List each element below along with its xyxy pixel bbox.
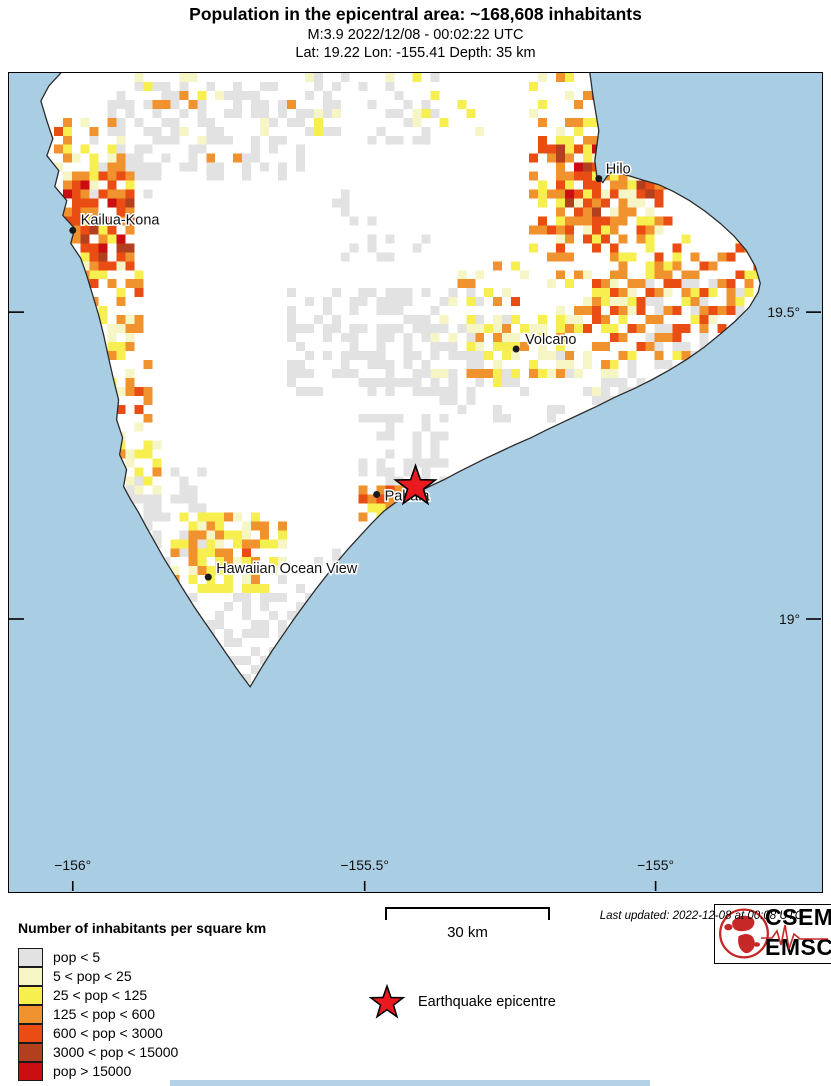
latitude-tick-label: 19°	[779, 611, 800, 627]
legend-row: 25 < pop < 125	[18, 985, 178, 1005]
population-legend: pop < 5 5 < pop < 25 25 < pop < 125 125 < p…	[18, 948, 178, 1081]
graticule: −156° −155.5° −155° 19.5° 19°	[9, 304, 821, 891]
legend-class-label: 125 < pop < 600	[53, 1006, 155, 1022]
legend-class-label: 3000 < pop < 15000	[53, 1044, 179, 1060]
page-title: Population in the epicentral area: ~168,…	[189, 4, 642, 24]
legend-swatch	[18, 1004, 43, 1024]
legend-row: pop < 5	[18, 948, 178, 967]
population-raster	[53, 73, 761, 683]
legend-row: 600 < pop < 3000	[18, 1023, 178, 1043]
scale-bar-label: 30 km	[447, 924, 488, 941]
legend-class-label: pop < 5	[53, 949, 101, 965]
longitude-tick-label: −156°	[54, 857, 91, 873]
city-label: Kailua-Kona	[81, 212, 161, 228]
map-figure: −156° −155.5° −155° 19.5° 19° Kailua-Kona Hilo…	[8, 72, 831, 964]
epicentre-legend: Earthquake epicentre	[368, 984, 556, 1020]
legend-class-label: pop > 15000	[53, 1063, 132, 1079]
legend-swatch	[18, 1061, 43, 1081]
city-dot	[69, 226, 77, 234]
coastline	[40, 73, 761, 688]
legend-row: 125 < pop < 600	[18, 1004, 178, 1024]
last-updated: Last updated: 2022-12-08 at 00:08 UTC	[599, 910, 803, 922]
city-label: Hilo	[606, 162, 631, 178]
header: Population in the epicentral area: ~168,…	[0, 4, 831, 62]
city-dot	[373, 490, 381, 498]
legend-swatch	[18, 948, 43, 967]
longitude-tick-label: −155.5°	[340, 857, 389, 873]
event-location-depth: Lat: 19.22 Lon: -155.41 Depth: 35 km	[295, 45, 536, 61]
cropped-footer-bar	[170, 1080, 650, 1086]
csem-emsc-logo: CSEM EMSC	[714, 904, 831, 964]
legend-swatch	[18, 1042, 43, 1062]
event-magnitude-time: M:3.9 2022/12/08 - 00:02:22 UTC	[307, 26, 524, 43]
legend-title: Number of inhabitants per square km	[18, 920, 267, 936]
logo-emsc-text: EMSC	[765, 934, 831, 960]
map-canvas: −156° −155.5° −155° 19.5° 19° Kailua-Kona Hilo…	[9, 73, 821, 891]
scale-bar	[385, 907, 550, 920]
globe-icon	[719, 908, 769, 959]
city-dot	[512, 345, 520, 353]
city-label: Hawaiian Ocean View	[216, 561, 358, 577]
legend-class-label: 5 < pop < 25	[53, 968, 132, 984]
city-label: Volcano	[525, 332, 576, 348]
legend-class-label: 25 < pop < 125	[53, 987, 148, 1003]
legend-swatch	[18, 1023, 43, 1043]
latitude-tick-label: 19.5°	[767, 304, 800, 320]
longitude-tick-label: −155°	[637, 857, 674, 873]
legend-swatch	[18, 985, 43, 1005]
legend-swatch	[18, 966, 43, 986]
epicentre-star	[393, 463, 438, 506]
legend-class-label: 600 < pop < 3000	[53, 1025, 163, 1041]
city-dot	[595, 175, 603, 183]
epicentre-star-icon	[368, 984, 406, 1019]
legend-row: 3000 < pop < 15000	[18, 1042, 179, 1062]
legend-row: pop > 15000	[18, 1061, 178, 1081]
epicentre-legend-label: Earthquake epicentre	[418, 994, 556, 1010]
city-dot	[204, 573, 212, 581]
legend-row: 5 < pop < 25	[18, 966, 178, 986]
city-markers: Kailua-KonaHiloVolcanoPahalaHawaiian Oce…	[69, 160, 632, 581]
